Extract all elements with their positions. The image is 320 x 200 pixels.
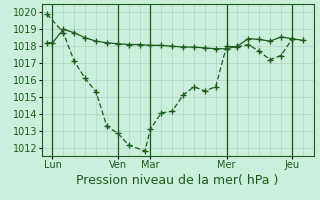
X-axis label: Pression niveau de la mer( hPa ): Pression niveau de la mer( hPa ) [76, 174, 279, 187]
